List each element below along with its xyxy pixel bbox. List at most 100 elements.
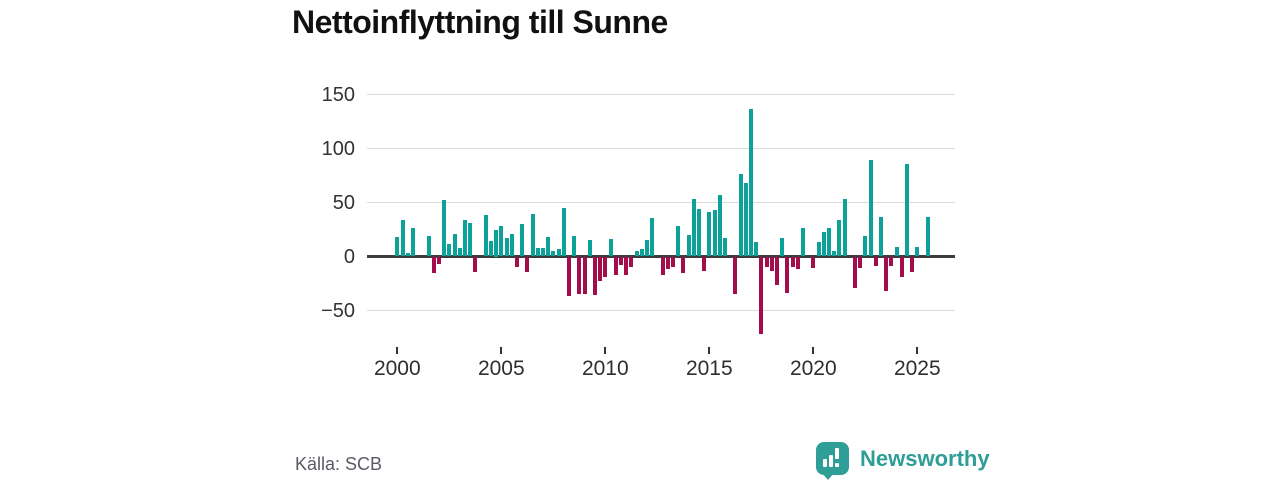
y-axis-tick-label: −50 <box>321 299 355 322</box>
x-axis-tick-label: 2015 <box>685 357 733 380</box>
bar <box>852 256 857 288</box>
bar <box>561 207 566 257</box>
bar <box>613 256 618 275</box>
bar <box>889 256 894 267</box>
bar <box>764 256 769 268</box>
bar <box>436 256 441 265</box>
bar <box>863 235 868 257</box>
bar <box>800 228 805 257</box>
bar <box>520 224 525 257</box>
bar <box>462 219 467 257</box>
bar <box>733 256 738 295</box>
bar <box>530 214 535 257</box>
bar <box>717 194 722 257</box>
bar <box>832 251 837 257</box>
bar <box>514 256 519 268</box>
bar <box>904 163 909 257</box>
bar <box>795 256 800 270</box>
bar <box>686 234 691 257</box>
bar <box>447 243 452 257</box>
x-axis-tick-label: 2025 <box>893 357 941 380</box>
bar <box>780 238 785 257</box>
source-label: Källa: SCB <box>295 454 383 474</box>
bar <box>452 233 457 257</box>
bar <box>598 256 603 282</box>
y-axis-tick-label: 150 <box>321 83 355 106</box>
x-axis-tick-label: 2020 <box>789 357 837 380</box>
bar <box>878 216 883 257</box>
bar <box>488 241 493 257</box>
bar <box>873 256 878 267</box>
bar <box>400 219 405 257</box>
bar <box>774 256 779 285</box>
bar-chart-icon <box>823 459 827 467</box>
chart-title: Nettoinflyttning till Sunne <box>292 4 668 40</box>
bar <box>821 231 826 257</box>
bar <box>634 251 639 257</box>
bar <box>410 228 415 257</box>
bar <box>457 247 462 257</box>
bar <box>572 235 577 257</box>
bar <box>712 210 717 257</box>
bar <box>691 199 696 257</box>
bar <box>431 256 436 273</box>
bar <box>910 256 915 272</box>
gridline <box>367 94 955 95</box>
bar <box>676 226 681 257</box>
bar <box>499 226 504 257</box>
gridline <box>367 202 955 203</box>
bar <box>868 160 873 257</box>
y-axis-tick-label: 50 <box>332 191 355 214</box>
bar <box>790 256 795 268</box>
x-tick-mark <box>500 347 503 354</box>
bar <box>624 256 629 275</box>
bar <box>650 217 655 257</box>
bar <box>884 256 889 292</box>
x-tick-mark <box>396 347 399 354</box>
brand-wordmark: Newsworthy <box>860 446 990 471</box>
y-axis-tick-label: 0 <box>343 245 355 268</box>
bar <box>608 239 613 257</box>
bar <box>566 256 571 297</box>
bar <box>629 256 634 268</box>
bar <box>639 248 644 257</box>
bar <box>426 235 431 257</box>
bar <box>618 256 623 266</box>
bar <box>405 253 410 257</box>
newsworthy-logo-icon <box>816 442 849 480</box>
bar <box>811 256 816 269</box>
bar <box>468 223 473 257</box>
bar <box>660 256 665 275</box>
bar <box>785 256 790 294</box>
bar <box>925 216 930 257</box>
bar <box>769 256 774 271</box>
x-tick-mark <box>916 347 919 354</box>
bar <box>681 256 686 273</box>
bar <box>665 256 670 270</box>
bar <box>738 174 743 257</box>
x-axis-tick-label: 2005 <box>477 357 525 380</box>
bar <box>837 219 842 257</box>
bar <box>748 108 753 257</box>
bar <box>395 237 400 257</box>
x-axis-tick-label: 2000 <box>373 357 421 380</box>
bar <box>816 242 821 257</box>
y-axis-tick-label: 100 <box>321 137 355 160</box>
newsworthy-logo[interactable]: Newsworthy <box>816 442 990 480</box>
bar <box>577 256 582 295</box>
bar <box>894 246 899 257</box>
bar <box>592 256 597 296</box>
bar <box>707 212 712 257</box>
x-axis-tick-label: 2010 <box>581 357 629 380</box>
gridline <box>367 310 955 311</box>
bar <box>442 200 447 257</box>
bar <box>702 256 707 271</box>
bar <box>551 251 556 257</box>
bar <box>535 247 540 257</box>
bar <box>644 240 649 257</box>
bar <box>556 248 561 257</box>
bar <box>759 256 764 335</box>
bar <box>858 256 863 269</box>
x-tick-mark <box>708 347 711 354</box>
bar <box>494 229 499 257</box>
